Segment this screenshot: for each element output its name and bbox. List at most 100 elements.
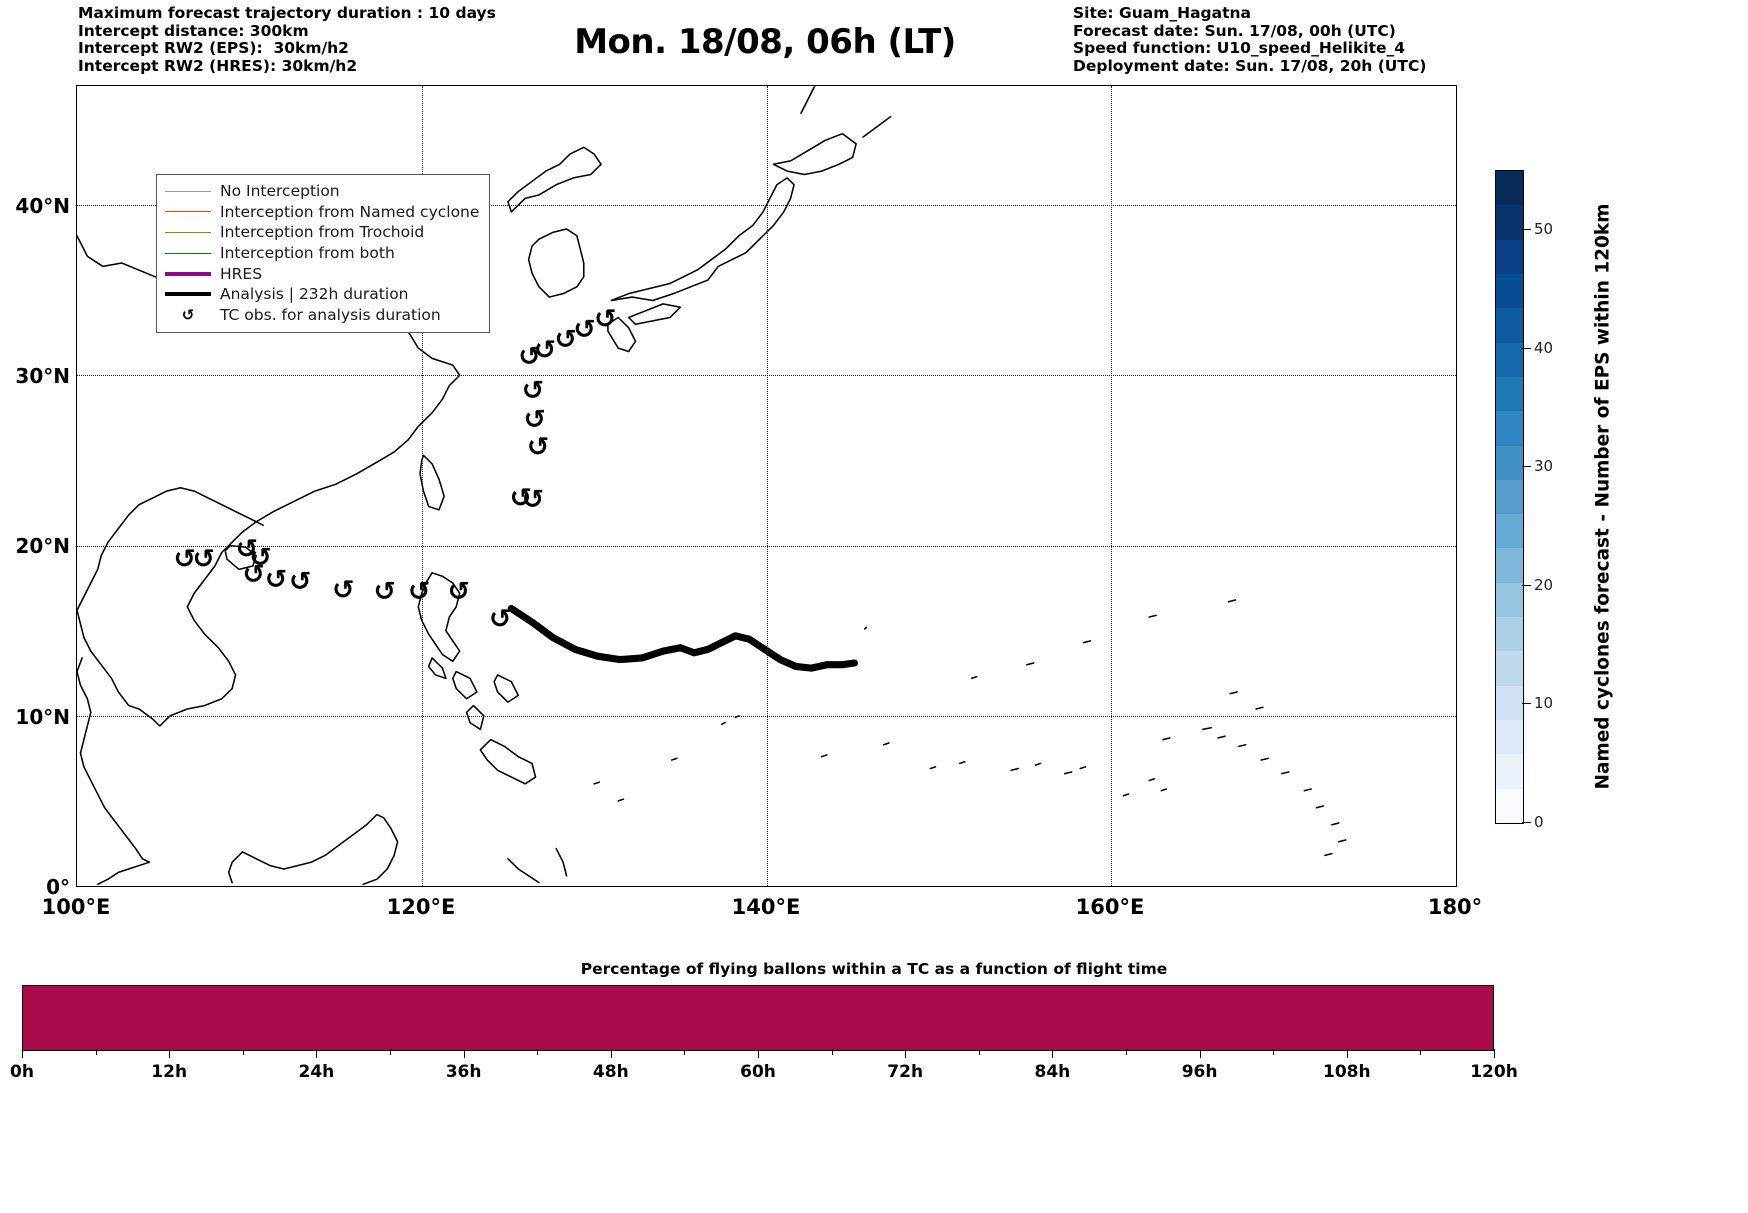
flight-time-minor-tick-78 — [978, 1049, 980, 1055]
svg-text:↺: ↺ — [249, 542, 271, 573]
colorbar-segment-14 — [1496, 651, 1523, 686]
gridline-lon-120 — [421, 86, 423, 886]
colorbar-segment-7 — [1496, 411, 1523, 446]
legend-line-swatch — [165, 271, 211, 276]
flight-time-minor-tick-18 — [242, 1049, 244, 1055]
legend-item-4[interactable]: HRES — [165, 263, 479, 284]
svg-text:↺: ↺ — [594, 304, 616, 335]
flight-time-minor-tick-90 — [1126, 1049, 1127, 1055]
legend-item-1[interactable]: Interception from Named cyclone — [165, 202, 479, 223]
legend-item-2[interactable]: Interception from Trochoid — [165, 222, 479, 243]
flight-time-tick-120 — [1494, 1049, 1495, 1058]
map-legend: No Interception Interception from Named c… — [156, 174, 491, 334]
colorbar-segment-17 — [1496, 754, 1523, 789]
colorbar-tick-label-20: 20 — [1534, 575, 1554, 594]
colorbar-tick-label-0: 0 — [1534, 813, 1544, 831]
flight-time-tick-label-36: 36h — [445, 1062, 482, 1082]
map-coastlines — [77, 86, 1347, 886]
colorbar-tick-50 — [1522, 229, 1531, 231]
flight-time-minor-tick-54 — [684, 1049, 686, 1055]
bottom-chart-title: Percentage of flying ballons within a TC… — [580, 960, 1168, 978]
legend-item-3[interactable]: Interception from both — [165, 243, 479, 264]
legend-line-swatch — [165, 252, 211, 254]
flight-time-minor-tick-6 — [95, 1049, 97, 1055]
colorbar-segment-8 — [1496, 445, 1523, 480]
header-right-line-1: Forecast date: Sun. 17/08, 00h (UTC) — [1073, 21, 1396, 40]
svg-text:↺: ↺ — [236, 534, 258, 565]
legend-item-label: Analysis | 232h duration — [220, 285, 409, 304]
legend-line-swatch — [165, 190, 211, 192]
colorbar-tick-label-30: 30 — [1534, 457, 1554, 476]
lon-label-160: 160°E — [1075, 895, 1145, 919]
header-left-line-3: Intercept RW2 (HRES): 30km/h2 — [78, 56, 358, 75]
flight-time-tick-label-60: 60h — [740, 1062, 776, 1082]
lat-label-30: 30°N — [15, 364, 70, 388]
legend-item-label: Interception from Trochoid — [220, 223, 425, 242]
flight-time-minor-tick-42 — [537, 1049, 539, 1055]
cyclone-glyph-icon: ↺ — [181, 305, 195, 324]
flight-time-tick-48 — [610, 1049, 612, 1058]
header-right-metadata: Site: Guam_Hagatna Forecast date: Sun. 17… — [1073, 4, 1426, 75]
header-left-line-1: Intercept distance: 300km — [78, 21, 309, 40]
header-right-line-2: Speed function: U10_speed_Helikite_4 — [1073, 39, 1406, 57]
svg-text:↺: ↺ — [373, 576, 395, 607]
colorbar-segment-5 — [1496, 342, 1523, 377]
flight-time-tick-label-120: 120h — [1470, 1062, 1518, 1082]
svg-text:↺: ↺ — [510, 483, 532, 514]
flight-time-tick-label-72: 72h — [887, 1062, 924, 1082]
svg-text:↺: ↺ — [332, 574, 354, 605]
svg-text:↺: ↺ — [408, 576, 430, 607]
gridline-lon-160 — [1111, 86, 1113, 886]
flight-time-tick-label-84: 84h — [1034, 1062, 1071, 1082]
colorbar-segment-11 — [1496, 548, 1523, 583]
flight-time-bar-fill — [23, 986, 1493, 1050]
svg-text:↺: ↺ — [554, 324, 576, 355]
legend-line-swatch — [165, 211, 211, 213]
flight-time-tick-label-108: 108h — [1323, 1062, 1371, 1082]
legend-item-label: Interception from Named cyclone — [220, 202, 480, 221]
svg-text:↺: ↺ — [534, 334, 556, 365]
gridline-lon-140 — [766, 86, 768, 886]
legend-item-label: TC obs. for analysis duration — [220, 305, 441, 324]
colorbar-segment-13 — [1496, 617, 1523, 652]
svg-text:↺: ↺ — [523, 404, 545, 435]
legend-item-5[interactable]: Analysis | 232h duration — [165, 284, 479, 305]
colorbar-segment-12 — [1496, 582, 1523, 618]
svg-text:↺: ↺ — [522, 484, 544, 515]
colorbar-segment-16 — [1496, 720, 1523, 755]
flight-time-tick-72 — [905, 1049, 907, 1058]
colorbar-segment-3 — [1496, 273, 1523, 309]
colorbar-tick-30 — [1522, 466, 1531, 468]
colorbar-tick-label-10: 10 — [1534, 694, 1554, 713]
flight-time-minor-tick-30 — [390, 1049, 391, 1055]
header-left-line-0: Maximum forecast trajectory duration : 1… — [78, 4, 496, 22]
flight-time-tick-0 — [22, 1049, 23, 1058]
gridline-lat-0 — [77, 886, 1456, 887]
header-left-line-2: Intercept RW2 (EPS): 30km/h2 — [78, 39, 349, 57]
analysis-track-line — [507, 604, 859, 672]
lat-label-40: 40°N — [15, 194, 70, 218]
map-panel[interactable]: ↺ ↺ ↺ ↺ ↺ ↺ ↺ ↺ ↺ ↺ ↺ ↺ ↺ ↺ ↺ ↺ ↺ ↺ ↺ ↺ ↺ ↺ No Int… — [76, 85, 1457, 887]
colorbar-segment-9 — [1496, 479, 1523, 515]
flight-time-tick-24 — [316, 1049, 318, 1058]
flight-time-bar[interactable] — [22, 985, 1494, 1051]
svg-text:↺: ↺ — [192, 544, 214, 575]
legend-item-0[interactable]: No Interception — [165, 181, 479, 202]
colorbar-tick-label-40: 40 — [1534, 338, 1554, 357]
svg-text:↺: ↺ — [527, 432, 549, 463]
svg-text:↺: ↺ — [242, 559, 264, 590]
legend-item-6[interactable]: ↺ TC obs. for analysis duration — [165, 305, 479, 326]
flight-time-tick-108 — [1346, 1049, 1348, 1058]
colorbar-segment-0 — [1496, 171, 1523, 206]
flight-time-tick-96 — [1199, 1049, 1201, 1058]
flight-time-tick-60 — [758, 1049, 759, 1058]
colorbar-tick-40 — [1522, 347, 1531, 349]
lon-label-120: 120°E — [386, 895, 456, 919]
lat-label-0: 0° — [46, 875, 70, 899]
colorbar-tick-10 — [1522, 703, 1531, 705]
colorbar — [1495, 170, 1524, 824]
colorbar-segment-18 — [1496, 788, 1523, 823]
svg-text:↺: ↺ — [518, 341, 540, 372]
colorbar-segment-15 — [1496, 685, 1523, 720]
svg-text:↺: ↺ — [174, 544, 196, 575]
